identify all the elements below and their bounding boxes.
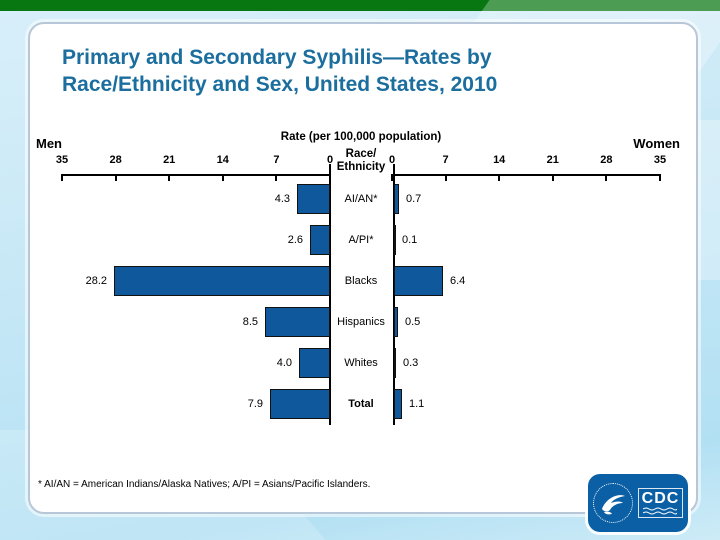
men-bar-hispanics bbox=[265, 307, 330, 337]
men-axis-tick bbox=[221, 174, 224, 181]
hhs-eagle-icon bbox=[592, 483, 633, 523]
men-value-label: 4.0 bbox=[276, 357, 292, 369]
category-label: AI/AN* bbox=[344, 193, 378, 205]
men-bar-whites bbox=[299, 348, 330, 378]
women-bar-total bbox=[394, 389, 402, 419]
men-axis-tick bbox=[275, 174, 278, 181]
men-axis-label: Men bbox=[36, 136, 62, 151]
men-value-label: 28.2 bbox=[85, 275, 107, 287]
cdc-wordmark-box: CDC bbox=[637, 488, 684, 518]
chart-axis-title: Rate (per 100,000 population) bbox=[280, 131, 442, 143]
title-line-2: Race/Ethnicity and Sex, United States, 2… bbox=[62, 73, 498, 96]
race-ethnicity-line-1: Race/ bbox=[345, 148, 377, 160]
men-value-label: 2.6 bbox=[287, 234, 303, 246]
slide-title: Primary and Secondary Syphilis—Rates by … bbox=[62, 44, 497, 98]
footnote: * AI/AN = American Indians/Alaska Native… bbox=[38, 479, 371, 490]
men-axis-tick-label: 28 bbox=[109, 154, 122, 166]
race-ethnicity-label: Race/ Ethnicity bbox=[325, 148, 397, 174]
women-value-label: 0.7 bbox=[406, 193, 422, 205]
women-value-label: 0.3 bbox=[403, 357, 419, 369]
cdc-logo: CDC bbox=[588, 474, 688, 532]
content-card: Primary and Secondary Syphilis—Rates by … bbox=[28, 22, 698, 514]
men-bar-blacks bbox=[114, 266, 330, 296]
women-axis-tick bbox=[551, 174, 554, 181]
men-axis-line bbox=[62, 174, 330, 176]
women-axis-tick-label: 35 bbox=[653, 154, 667, 166]
women-bar-hispanics bbox=[394, 307, 398, 337]
waves-icon bbox=[643, 507, 678, 515]
men-bar-total bbox=[270, 389, 330, 419]
diverging-bar-chart: Men Women Rate (per 100,000 population) … bbox=[30, 24, 700, 454]
men-axis-tick-label: 14 bbox=[216, 154, 229, 166]
women-axis-tick bbox=[605, 174, 608, 181]
women-axis-label: Women bbox=[633, 136, 680, 151]
women-bar-blacks bbox=[394, 266, 443, 296]
men-axis-tick-label: 7 bbox=[273, 154, 280, 166]
women-value-label: 0.1 bbox=[402, 234, 418, 246]
men-axis-tick bbox=[114, 174, 117, 181]
men-bar-api bbox=[310, 225, 330, 255]
women-axis-line bbox=[392, 174, 660, 176]
men-axis-tick-label: 0 bbox=[326, 154, 334, 166]
category-label: Whites bbox=[344, 357, 378, 369]
women-axis-tick-label: 0 bbox=[388, 154, 396, 166]
women-axis-tick bbox=[498, 174, 501, 181]
women-axis-tick bbox=[391, 174, 393, 181]
men-bar-aian bbox=[297, 184, 330, 214]
women-bar-whites bbox=[394, 348, 396, 378]
men-axis-tick bbox=[61, 174, 63, 181]
women-axis-tick bbox=[444, 174, 447, 181]
category-label: Hispanics bbox=[337, 316, 385, 328]
men-axis-tick-label: 21 bbox=[163, 154, 176, 166]
race-ethnicity-line-2: Ethnicity bbox=[336, 161, 386, 173]
cdc-logo-text: CDC bbox=[641, 490, 680, 507]
men-axis-tick-label: 35 bbox=[55, 154, 69, 166]
women-bar-api bbox=[394, 225, 396, 255]
category-label: Total bbox=[348, 398, 374, 410]
title-line-1: Primary and Secondary Syphilis—Rates by bbox=[62, 46, 492, 69]
women-value-label: 0.5 bbox=[405, 316, 421, 328]
women-axis-tick-label: 28 bbox=[600, 154, 613, 166]
men-zero-baseline bbox=[329, 164, 331, 425]
men-value-label: 8.5 bbox=[242, 316, 258, 328]
top-accent-bar bbox=[0, 0, 720, 11]
men-value-label: 4.3 bbox=[274, 193, 290, 205]
eagle-swoosh-icon bbox=[601, 495, 625, 515]
category-label: A/PI* bbox=[348, 234, 374, 246]
men-axis-tick bbox=[168, 174, 171, 181]
men-value-label: 7.9 bbox=[247, 398, 263, 410]
women-axis-tick-label: 7 bbox=[442, 154, 449, 166]
women-axis-tick-label: 21 bbox=[546, 154, 559, 166]
women-value-label: 6.4 bbox=[450, 275, 466, 287]
women-axis-tick-label: 14 bbox=[493, 154, 506, 166]
women-value-label: 1.1 bbox=[409, 398, 425, 410]
women-bar-aian bbox=[394, 184, 399, 214]
women-axis-tick bbox=[659, 174, 661, 181]
category-label: Blacks bbox=[344, 275, 378, 287]
